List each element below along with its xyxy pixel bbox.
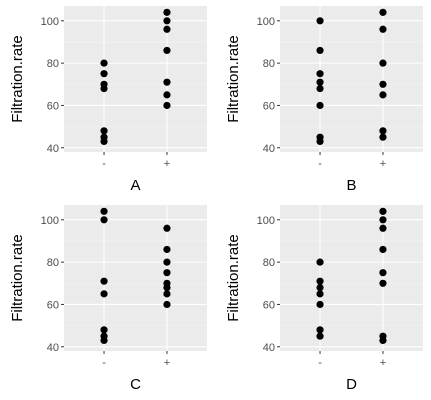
data-point: [316, 46, 324, 55]
y-tick-label: 60: [47, 100, 59, 112]
data-point: [100, 84, 108, 93]
x-tick-label: -: [318, 158, 322, 170]
x-tick-label: +: [164, 357, 170, 369]
x-axis-title: B: [346, 177, 356, 194]
data-point: [163, 258, 171, 266]
data-point: [100, 207, 108, 215]
panel-a: 40 60 80 100 - + A Filtration.rate: [9, 6, 207, 194]
y-tick-label: 40: [47, 342, 59, 354]
data-point: [100, 336, 108, 345]
x-tick-label: +: [380, 357, 386, 369]
panel-b: 40 60 80 100 - + B Filtration.rate: [225, 6, 423, 194]
y-axis-title: Filtration.rate: [9, 35, 26, 123]
y-tick-label: 80: [47, 58, 59, 70]
data-point: [100, 216, 108, 224]
data-point: [316, 137, 324, 146]
data-point: [100, 70, 108, 78]
data-point: [163, 300, 171, 309]
data-point: [379, 127, 387, 135]
data-point: [316, 84, 324, 93]
x-tick-label: +: [380, 158, 386, 170]
y-tick-label: 100: [257, 16, 275, 28]
x-tick-label: +: [164, 158, 170, 170]
data-point: [316, 332, 324, 340]
x-axis-title: A: [130, 177, 140, 194]
data-point: [163, 101, 171, 110]
y-tick-label: 100: [41, 16, 59, 28]
x-tick-label: -: [102, 158, 106, 170]
data-point: [316, 17, 324, 25]
data-point: [163, 290, 171, 298]
data-point: [316, 258, 324, 266]
y-tick-label: 60: [47, 299, 59, 311]
x-axis-title: D: [346, 376, 357, 393]
data-point: [163, 46, 171, 55]
y-axis-title: Filtration.rate: [9, 234, 26, 322]
data-point: [379, 59, 387, 67]
panel-background: [280, 205, 423, 351]
y-tick-label: 60: [263, 299, 275, 311]
panel-background: [64, 205, 207, 351]
x-axis-title: C: [130, 376, 141, 393]
data-point: [316, 277, 324, 285]
x-tick-label: -: [318, 357, 322, 369]
data-point: [163, 25, 171, 33]
data-point: [316, 78, 324, 86]
x-tick-label: -: [102, 357, 106, 369]
data-point: [379, 269, 387, 277]
data-point: [163, 269, 171, 277]
data-point: [379, 336, 387, 345]
data-point: [100, 59, 108, 67]
data-point: [163, 245, 171, 254]
y-tick-label: 60: [263, 100, 275, 112]
data-point: [379, 224, 387, 232]
data-point: [100, 137, 108, 146]
data-point: [100, 127, 108, 135]
data-point: [316, 70, 324, 78]
panel-background: [64, 6, 207, 152]
data-point: [163, 78, 171, 86]
y-tick-label: 80: [263, 58, 275, 70]
y-axis-title: Filtration.rate: [225, 234, 242, 322]
data-point: [316, 326, 324, 334]
panel-background: [280, 6, 423, 152]
data-point: [379, 245, 387, 254]
data-point: [379, 207, 387, 215]
panel-d: 40 60 80 100 - + D Filtration.rate: [225, 205, 423, 393]
y-tick-label: 80: [263, 257, 275, 269]
data-point: [379, 91, 387, 99]
y-axis-title: Filtration.rate: [225, 35, 242, 123]
y-tick-label: 40: [47, 143, 59, 155]
data-point: [163, 8, 171, 16]
y-tick-label: 100: [257, 215, 275, 227]
data-point: [379, 216, 387, 224]
data-point: [379, 133, 387, 141]
data-point: [316, 101, 324, 110]
data-point: [100, 290, 108, 298]
data-point: [163, 17, 171, 25]
data-point: [163, 283, 171, 292]
y-tick-label: 40: [263, 342, 275, 354]
data-point: [379, 80, 387, 88]
data-point: [379, 279, 387, 287]
y-tick-label: 100: [41, 215, 59, 227]
data-point: [379, 25, 387, 33]
data-point: [379, 8, 387, 16]
panel-c: 40 60 80 100 - + C Filtration.rate: [9, 205, 207, 393]
data-point: [100, 277, 108, 285]
data-point: [316, 290, 324, 298]
data-point: [100, 326, 108, 334]
data-point: [163, 91, 171, 99]
y-tick-label: 80: [47, 257, 59, 269]
y-tick-label: 40: [263, 143, 275, 155]
data-point: [316, 300, 324, 309]
data-point: [316, 283, 324, 292]
data-point: [163, 224, 171, 232]
